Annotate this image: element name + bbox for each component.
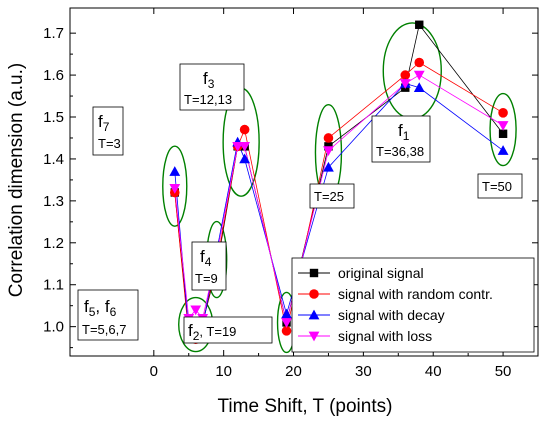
legend-frame xyxy=(291,257,535,353)
data-point xyxy=(323,161,334,172)
data-point xyxy=(413,82,425,92)
legend-label: original signal xyxy=(338,265,424,281)
x-tick-label: 20 xyxy=(285,363,302,380)
legend-marker xyxy=(308,331,320,342)
cluster-ellipse-0 xyxy=(162,145,188,227)
legend-entry-3: signal with loss xyxy=(298,328,432,344)
svg-text:T=50: T=50 xyxy=(482,179,512,194)
data-point xyxy=(323,133,334,143)
svg-text:f4: f4 xyxy=(200,247,212,269)
legend-marker xyxy=(309,289,319,299)
legend: original signal signal with random contr.… xyxy=(291,257,535,353)
cluster-ellipse-7 xyxy=(489,92,517,167)
svg-text:f3: f3 xyxy=(203,69,215,91)
data-point xyxy=(399,79,411,89)
svg-text:T=3: T=3 xyxy=(98,136,121,151)
legend-label: signal with random contr. xyxy=(338,286,493,302)
data-point xyxy=(281,326,292,336)
annotation-t25: T=25 xyxy=(309,183,355,209)
svg-text:T=9: T=9 xyxy=(195,271,218,286)
svg-text:f7: f7 xyxy=(98,112,110,134)
x-tick-label: 10 xyxy=(215,363,232,380)
y-tick-label: 1.0 xyxy=(43,319,64,336)
legend-marker xyxy=(308,309,320,320)
legend-entry-1: signal with random contr. xyxy=(298,286,493,302)
x-tick-label: 30 xyxy=(355,363,372,380)
x-tick-label: 40 xyxy=(425,363,442,380)
y-axis-title: Correlation dimension (a.u.) xyxy=(6,63,27,297)
y-tick-label: 1.6 xyxy=(43,67,64,84)
legend-label: signal with loss xyxy=(338,328,432,344)
data-point xyxy=(169,183,181,194)
data-point xyxy=(239,124,250,135)
y-tick-label: 1.3 xyxy=(43,193,64,210)
legend-entry-0: original signal xyxy=(298,265,424,281)
svg-text:f2, T=19: f2, T=19 xyxy=(188,321,236,343)
svg-text:T=5,6,7: T=5,6,7 xyxy=(82,322,126,337)
plot-frame xyxy=(69,7,539,357)
legend-marker xyxy=(309,268,319,278)
svg-text:T=12,13: T=12,13 xyxy=(184,92,232,107)
data-point xyxy=(414,57,425,68)
annotation-f5-f6: f5, f6 T=5,6,7 xyxy=(77,289,139,341)
annotation-f2: f2, T=19 xyxy=(183,316,273,344)
data-point xyxy=(400,70,411,80)
data-point xyxy=(239,153,251,164)
svg-text:f5, f6: f5, f6 xyxy=(84,297,117,319)
annotation-t50: T=50 xyxy=(477,173,523,199)
data-point xyxy=(497,145,509,155)
data-point xyxy=(190,305,202,316)
data-point xyxy=(413,70,425,81)
annotation-f1: f1 T=36,38 xyxy=(371,115,431,163)
svg-text:T=36,38: T=36,38 xyxy=(376,144,424,159)
data-point xyxy=(498,108,508,118)
x-tick-label: 50 xyxy=(495,363,512,380)
legend-entry-2: signal with decay xyxy=(298,307,445,323)
svg-text:T=25: T=25 xyxy=(314,189,344,204)
data-point xyxy=(323,146,334,156)
y-tick-label: 1.1 xyxy=(43,277,64,294)
data-point xyxy=(281,318,292,328)
annotation-f4: f4 T=9 xyxy=(191,241,227,291)
x-tick-label: 0 xyxy=(150,363,158,380)
data-point xyxy=(497,121,509,131)
data-point xyxy=(239,142,251,152)
data-point xyxy=(232,142,244,152)
legend-label: signal with decay xyxy=(338,307,445,323)
x-axis-title: Time Shift, T (points) xyxy=(218,396,393,417)
y-tick-label: 1.2 xyxy=(43,235,64,252)
annotation-f7: f7 T=3 xyxy=(92,106,124,156)
y-tick-label: 1.7 xyxy=(43,25,64,42)
data-point xyxy=(281,308,292,319)
axis-ticks: 0 10 20 30 40 50 1.0 1.1 1.2 1.3 1.4 1.5 1.6 1.7 xyxy=(43,8,539,380)
svg-text:f1: f1 xyxy=(398,121,410,143)
y-tick-label: 1.5 xyxy=(43,109,64,126)
data-point xyxy=(415,20,424,29)
annotation-f3: f3 T=12,13 xyxy=(179,63,245,111)
y-tick-label: 1.4 xyxy=(43,151,64,168)
data-point xyxy=(169,166,181,176)
data-point xyxy=(498,129,508,138)
